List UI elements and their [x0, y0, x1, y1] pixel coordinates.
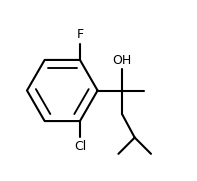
Text: F: F [76, 28, 84, 41]
Text: OH: OH [112, 54, 132, 67]
Text: Cl: Cl [74, 140, 86, 153]
